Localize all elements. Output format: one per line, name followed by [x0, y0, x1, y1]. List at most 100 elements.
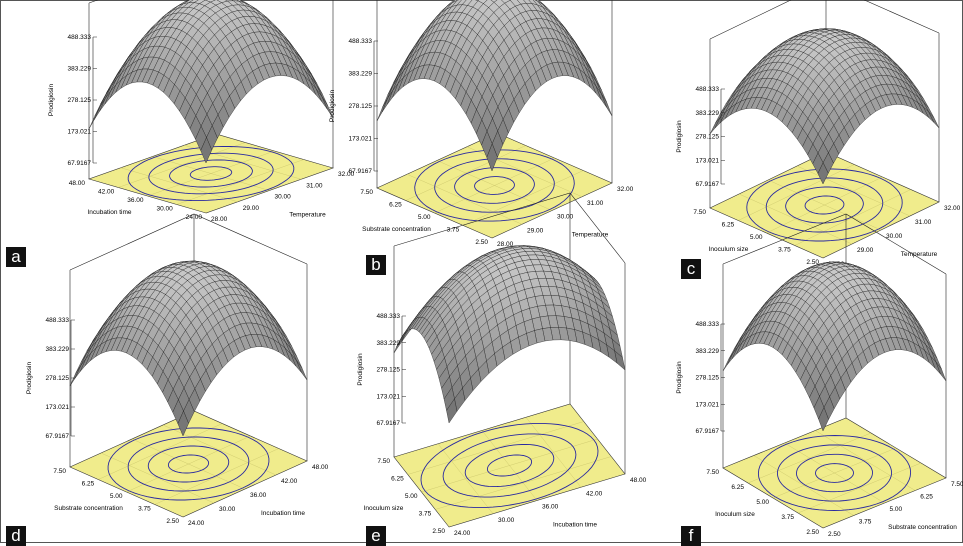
x-tick-label-d: 6.25	[82, 481, 95, 488]
surface-mesh-e	[394, 246, 625, 423]
panel-letter-e: e	[366, 526, 386, 546]
surface-cell-a	[100, 91, 111, 111]
z-tick-label-a: 488.333	[68, 34, 92, 41]
z-tick-label-c: 383.229	[696, 110, 720, 117]
z-tick-label-b: 173.021	[349, 136, 373, 143]
x-axis-label-a: Incubation time	[87, 209, 131, 216]
surface-mesh-d	[70, 261, 307, 436]
y-tick-label-b: 31.00	[587, 200, 604, 207]
z-tick-label-c: 67.9167	[696, 181, 720, 188]
z-tick-label-e: 278.125	[377, 367, 401, 374]
x-tick-label-a: 48.00	[69, 180, 86, 187]
z-axis-label-d: Prodigiosin	[26, 362, 33, 395]
x-tick-label-c: 7.50	[693, 209, 706, 216]
x-tick-label-f: 7.50	[706, 469, 719, 476]
z-tick-label-d: 67.9167	[46, 433, 70, 440]
surface-mesh-a	[89, 0, 333, 163]
y-tick-label-b: 29.00	[527, 227, 544, 234]
surface-plot-b: 67.9167173.021278.125383.229488.333Prodi…	[322, 1, 643, 273]
surface-plot-a: 67.9167173.021278.125383.229488.333Prodi…	[1, 1, 322, 273]
x-tick-label-b: 2.50	[475, 239, 488, 246]
surface-cell-b	[382, 90, 393, 112]
surface-mesh-f	[723, 262, 946, 431]
surface-plot-c: 67.9167 173.021 278.125 383.229 488.333 Prodi…	[643, 1, 963, 273]
y-tick-label-b: 32.00	[617, 186, 634, 193]
y-tick-label-f: 7.50	[951, 481, 963, 488]
y-tick-label-f: 6.25	[920, 494, 933, 501]
x-tick-label-f: 5.00	[756, 499, 769, 506]
z-tick-label-e: 383.229	[377, 340, 401, 347]
z-axis-label-c: Prodigiosin	[676, 120, 683, 153]
surface-cell-f	[936, 362, 946, 381]
surface-panel-c: 67.9167 173.021 278.125 383.229 488.333 Prodi…	[643, 1, 963, 273]
x-tick-label-b: 5.00	[418, 214, 431, 221]
surface-mesh-b	[377, 0, 612, 171]
y-tick-label-d: 24.00	[188, 520, 205, 527]
y-tick-label-e: 30.00	[498, 517, 515, 524]
z-tick-label-a: 278.125	[68, 97, 92, 104]
x-tick-label-a: 42.00	[98, 189, 115, 196]
x-tick-label-a: 36.00	[127, 197, 144, 204]
surface-cell-d	[296, 360, 307, 380]
y-tick-label-a: 28.00	[211, 216, 228, 223]
z-tick-label-e: 173.021	[377, 393, 401, 400]
y-tick-label-d: 42.00	[281, 478, 298, 485]
z-tick-label-c: 488.333	[696, 86, 720, 93]
z-axis-label-b: Prodigiosin	[329, 90, 336, 123]
y-tick-label-c: 30.00	[886, 233, 903, 240]
z-tick-label-f: 383.229	[696, 348, 720, 355]
panel-letter-a: a	[6, 247, 26, 267]
y-tick-label-e: 36.00	[542, 504, 559, 511]
panel-letter-d: d	[6, 526, 26, 546]
z-tick-label-c: 173.021	[696, 157, 720, 164]
y-tick-label-f: 3.75	[859, 519, 872, 526]
z-tick-label-f: 488.333	[696, 321, 720, 328]
y-axis-label-e: Incubation time	[553, 522, 597, 529]
surface-cell-d	[70, 366, 81, 386]
y-tick-label-a: 31.00	[306, 182, 323, 189]
z-tick-label-b: 67.9167	[349, 168, 373, 175]
x-tick-label-d: 2.50	[166, 518, 179, 525]
surface-mesh-c	[710, 29, 939, 184]
surface-cell-a	[94, 98, 105, 119]
y-tick-label-e: 42.00	[586, 490, 603, 497]
y-tick-label-b: 30.00	[557, 214, 574, 221]
surface-plot-d: 67.9167173.021278.125383.229488.333Prodi…	[1, 273, 322, 544]
panel-letter-f: f	[681, 526, 701, 546]
x-axis-label-d: Substrate concentration	[54, 505, 123, 512]
x-axis-label-b: Substrate concentration	[362, 226, 431, 233]
z-tick-label-c: 278.125	[696, 134, 720, 141]
z-axis-label-f: Prodigiosin	[676, 361, 683, 394]
y-tick-label-f: 5.00	[890, 506, 903, 513]
z-tick-label-b: 488.333	[349, 38, 373, 45]
x-axis-label-f: Inoculum size	[715, 511, 755, 518]
z-tick-label-f: 173.021	[696, 401, 720, 408]
y-tick-label-e: 24.00	[454, 530, 471, 537]
y-tick-label-c: 32.00	[944, 205, 961, 212]
z-tick-label-b: 383.229	[349, 71, 373, 78]
surface-cell-c	[929, 112, 939, 128]
y-tick-label-d: 30.00	[219, 506, 236, 513]
y-tick-label-f: 2.50	[828, 531, 841, 538]
z-axis-label-e: Prodigiosin	[357, 353, 364, 386]
x-tick-label-f: 3.75	[781, 514, 794, 521]
z-tick-label-d: 488.333	[46, 317, 70, 324]
z-tick-label-f: 67.9167	[696, 428, 720, 435]
z-tick-label-d: 278.125	[46, 375, 70, 382]
x-tick-label-e: 2.50	[432, 528, 445, 535]
surface-cell-f	[728, 347, 738, 364]
y-tick-label-c: 31.00	[915, 219, 932, 226]
y-axis-label-d: Incubation time	[261, 510, 305, 517]
surface-cell-b	[601, 94, 612, 116]
x-tick-label-d: 7.50	[53, 468, 66, 475]
x-tick-label-c: 6.25	[722, 222, 735, 229]
x-tick-label-d: 3.75	[138, 506, 151, 513]
surface-plot-f: 67.9167173.021278.125383.229488.333Prodi…	[643, 273, 963, 544]
y-tick-label-c: 29.00	[857, 247, 874, 254]
z-tick-label-d: 383.229	[46, 346, 70, 353]
